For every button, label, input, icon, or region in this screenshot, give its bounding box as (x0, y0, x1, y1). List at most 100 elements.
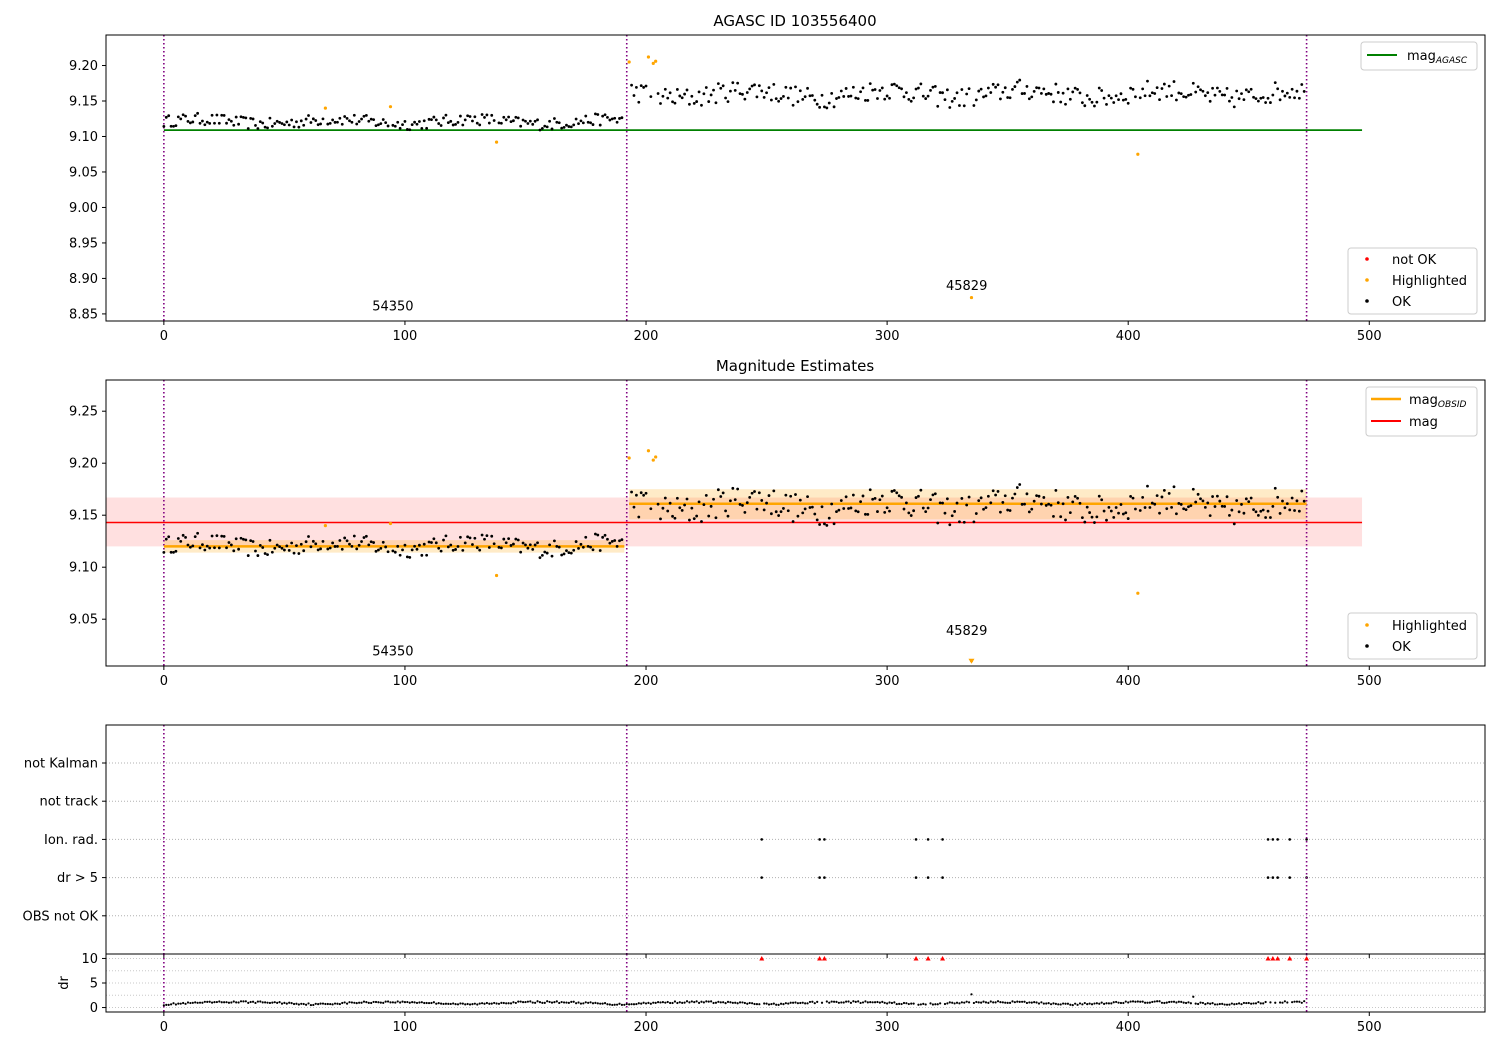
estimates-ok-point (1160, 495, 1164, 499)
agasc-ok-point (979, 87, 983, 91)
agasc-ok-point (697, 90, 701, 94)
estimates-ok-point (1194, 500, 1198, 504)
agasc-ok-point (1249, 87, 1253, 91)
dr-point (1153, 1000, 1156, 1003)
agasc-ok-point (572, 123, 576, 127)
estimates-ok-point (229, 543, 233, 547)
estimates-obsid-label: 54350 (372, 645, 413, 660)
legend-mag-agasc-main: mag (1407, 49, 1436, 64)
dr-point (203, 1000, 206, 1003)
dr-point (162, 1004, 165, 1007)
agasc-ok-point (432, 115, 436, 119)
agasc-ok-point (933, 85, 937, 88)
estimates-ok-point (295, 544, 298, 548)
agasc-ok-point (536, 118, 539, 122)
dr-point (946, 1002, 949, 1005)
estimates-ok-point (854, 509, 858, 513)
dr-point (413, 1001, 416, 1004)
agasc-ok-point (606, 116, 609, 119)
agasc-ok-point (991, 82, 995, 86)
dr-point (893, 1001, 896, 1004)
dr-point (779, 1002, 783, 1005)
estimates-ok-point (451, 548, 455, 552)
agasc-ok-point (1093, 104, 1096, 108)
agasc-ok-point (900, 87, 903, 91)
estimates-ok-point (871, 497, 875, 501)
estimates-ok-point (803, 507, 807, 511)
dr-point (517, 1000, 520, 1003)
flags-point (1266, 838, 1270, 841)
dr-point (671, 1001, 674, 1005)
dr-point (358, 1001, 361, 1004)
estimates-ok-point (613, 539, 617, 542)
dr-point (1134, 1000, 1137, 1003)
agasc-ok-point (574, 117, 578, 121)
estimates-ytick-label: 9.10 (69, 561, 98, 576)
estimates-xtick-label: 0 (160, 674, 168, 689)
dr-point (251, 1000, 255, 1003)
agasc-ok-point (268, 116, 272, 120)
agasc-ok-point (1056, 91, 1060, 94)
agasc-ok-point (220, 113, 224, 117)
agasc-ok-point (1240, 92, 1243, 96)
agasc-ok-point (261, 121, 265, 125)
dr-point (1177, 1000, 1180, 1003)
agasc-ytick-label: 9.15 (69, 95, 98, 110)
estimates-ok-point (270, 550, 274, 554)
estimates-ok-point (492, 542, 496, 546)
estimates-ok-point (1085, 505, 1089, 509)
dr-point (825, 1000, 828, 1003)
estimates-ok-point (1223, 505, 1227, 508)
estimates-ok-point (1105, 518, 1108, 522)
agasc-ok-point (1300, 83, 1304, 86)
agasc-ok-point (543, 124, 547, 128)
estimates-ok-point (261, 546, 265, 549)
agasc-ok-point (403, 120, 407, 123)
estimates-ok-point (967, 495, 971, 499)
agasc-ok-point (1237, 97, 1241, 101)
agasc-ok-point (671, 100, 674, 104)
estimates-ok-point (184, 535, 187, 539)
dr-point (572, 1000, 575, 1003)
agasc-ok-point (750, 84, 754, 88)
agasc-ok-point (683, 92, 687, 96)
dr-point (845, 1000, 848, 1003)
dr-point (767, 1003, 771, 1006)
estimates-ok-point (1109, 509, 1113, 513)
agasc-ok-point (753, 83, 756, 87)
dr-point (1025, 1001, 1029, 1005)
agasc-ok-point (311, 117, 315, 121)
dr-point (910, 1002, 913, 1005)
agasc-ok-point (1025, 85, 1029, 88)
dr-point (408, 1001, 411, 1004)
agasc-ok-point (743, 97, 747, 101)
estimates-ok-point (425, 553, 429, 557)
agasc-ok-point (263, 125, 267, 129)
agasc-ok-point (921, 94, 925, 98)
agasc-ok-point (714, 101, 718, 105)
agasc-line-legend-box (1360, 41, 1478, 71)
agasc-ok-point (1117, 98, 1120, 102)
agasc-ok-point (613, 116, 617, 120)
agasc-ok-point (688, 102, 691, 106)
dr-point (227, 1001, 231, 1004)
dr-point (789, 1001, 792, 1004)
dr-point (541, 1001, 544, 1004)
estimates-ok-point (830, 502, 834, 506)
dr-point (546, 1000, 549, 1003)
dr-point (1049, 1003, 1053, 1006)
agasc-ok-point (1054, 82, 1058, 86)
estimates-ok-point (471, 543, 474, 546)
flags-point (760, 838, 764, 841)
agasc-ok-point (249, 116, 253, 120)
estimates-ok-point (1117, 511, 1120, 515)
dr-clipped-marker (1287, 955, 1293, 961)
estimates-ok-point (536, 541, 539, 545)
dr-point (1033, 1001, 1036, 1004)
agasc-ok-point (929, 88, 932, 92)
agasc-ok-point (1134, 95, 1137, 99)
agasc-ok-point (434, 118, 438, 122)
estimates-ok-point (1230, 508, 1234, 512)
agasc-ok-point (955, 91, 959, 95)
